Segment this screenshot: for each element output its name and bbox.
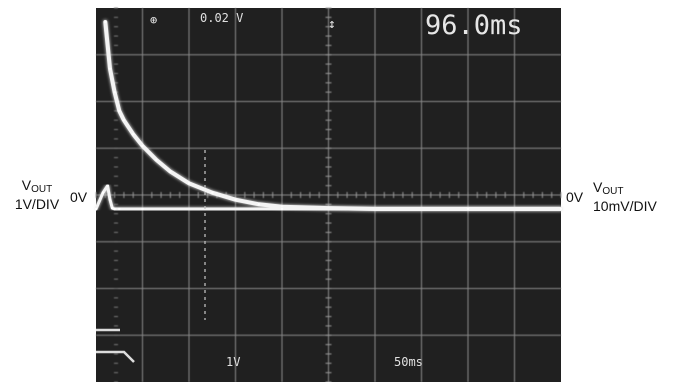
trace-point xyxy=(106,184,109,187)
svg-text:↕: ↕ xyxy=(328,17,336,32)
trace-point xyxy=(132,133,135,136)
trace-point xyxy=(141,144,144,148)
timebase-readout: 50ms xyxy=(394,355,423,369)
trace-point xyxy=(141,207,144,211)
trace-point xyxy=(122,119,126,122)
trace-point xyxy=(108,67,112,71)
trace-point xyxy=(234,198,237,201)
trace-point xyxy=(559,207,563,211)
right-axis-label: VOUT 10mV/DIV xyxy=(593,180,657,214)
graticule xyxy=(95,7,562,382)
trace-point xyxy=(280,205,284,208)
left-axis-scale: 1V/DIV xyxy=(14,196,60,212)
trace-point xyxy=(113,91,116,94)
svg-text:⊕: ⊕ xyxy=(150,13,157,27)
ground-markers xyxy=(96,328,135,363)
trace-point xyxy=(118,207,121,211)
trace-point xyxy=(111,206,114,210)
trace-point xyxy=(108,198,112,201)
right-zero-label: 0V xyxy=(566,189,584,205)
left-axis-name: V xyxy=(21,177,32,193)
left-axis-label: VOUT 1V/DIV xyxy=(8,178,66,212)
trace-point xyxy=(169,170,172,173)
trace-point xyxy=(257,203,260,206)
trace-point xyxy=(104,20,107,24)
trace-point xyxy=(94,207,98,211)
trigger-arrow-icon: ↕ xyxy=(328,17,336,32)
trace-point xyxy=(101,191,105,194)
left-axis-name-sub: OUT xyxy=(31,184,53,195)
ch1-scale-readout: 1V xyxy=(226,355,240,369)
trace-layer xyxy=(94,20,563,211)
trace-point xyxy=(187,182,191,185)
trigger-marker-icon: ⊕ xyxy=(150,13,157,27)
trace-point xyxy=(211,191,214,194)
trace-point xyxy=(113,207,116,211)
trace-point xyxy=(280,207,284,211)
time-readout: 96.0ms xyxy=(425,10,523,41)
right-axis-name: V xyxy=(593,179,603,195)
right-axis-name-sub: OUT xyxy=(602,186,624,197)
trace-point xyxy=(155,158,158,162)
channel-readout: 0.02 V xyxy=(200,11,243,25)
trace-point xyxy=(118,109,121,113)
left-zero-label: 0V xyxy=(70,189,88,205)
right-axis-scale: 10mV/DIV xyxy=(593,198,657,214)
trace-point xyxy=(466,207,470,211)
